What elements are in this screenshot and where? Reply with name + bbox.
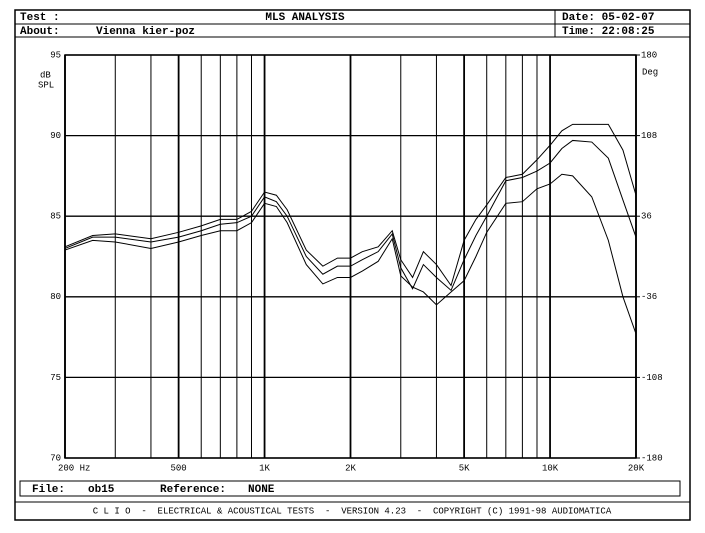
about-label: About: <box>20 26 60 38</box>
about-value: Vienna kier-poz <box>96 26 195 38</box>
file-label: File: <box>32 484 65 496</box>
y-tick-label: 70 <box>50 453 61 463</box>
y-tick-label: 80 <box>50 292 61 302</box>
y2-tick-label: -180 <box>641 453 663 463</box>
y2-tick-label: 36 <box>641 212 652 222</box>
y2-tick-label: 180 <box>641 50 657 60</box>
x-tick-label: 500 <box>171 463 187 473</box>
y-tick-label: 90 <box>50 131 61 141</box>
y-tick-label: 75 <box>50 373 61 383</box>
x-tick-label: 5K <box>459 463 470 473</box>
response-curve <box>64 123 637 287</box>
reference-value: NONE <box>248 484 275 496</box>
response-curve <box>64 173 637 335</box>
x-tick-label: 2K <box>345 463 356 473</box>
file-name: ob15 <box>88 484 115 496</box>
footer: C L I O - ELECTRICAL & ACOUSTICAL TESTS … <box>93 506 612 516</box>
x-tick-label: 1K <box>259 463 270 473</box>
x-tick-label: 10K <box>542 463 559 473</box>
y2-label: Deg <box>642 67 658 77</box>
x-tick-label: 20K <box>628 463 645 473</box>
y-tick-label: 95 <box>50 50 61 60</box>
outer-frame <box>14 9 691 521</box>
file-bar <box>19 480 681 497</box>
time: Time: 22:08:25 <box>562 26 655 38</box>
chart-title: MLS ANALYSIS <box>265 12 345 24</box>
y-label: SPL <box>38 80 54 90</box>
date: Date: 05-02-07 <box>562 12 654 24</box>
y-tick-label: 85 <box>50 212 61 222</box>
test-label: Test : <box>20 12 60 24</box>
y2-tick-label: 108 <box>641 131 657 141</box>
y-label: dB <box>40 70 51 80</box>
x-tick-label: 200 Hz <box>58 463 90 473</box>
reference-label: Reference: <box>160 484 226 496</box>
response-curve <box>64 139 637 292</box>
y2-tick-label: -36 <box>641 292 657 302</box>
y2-tick-label: -108 <box>641 373 663 383</box>
plot-frame <box>64 54 637 459</box>
